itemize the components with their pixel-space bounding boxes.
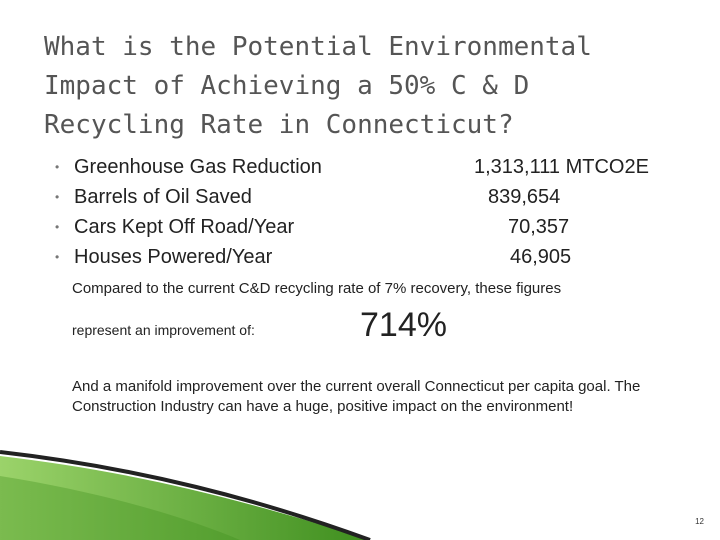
impact-value: 839,654: [488, 186, 561, 208]
page-number: 12: [695, 517, 704, 526]
slide-title: What is the Potential Environmental Impa…: [44, 28, 694, 145]
bullet-icon: •: [55, 190, 60, 204]
list-item: • Houses Powered/Year: [55, 242, 375, 272]
impact-value: 1,313,111 MTCO2E: [474, 156, 649, 178]
bullet-icon: •: [55, 250, 60, 264]
comparison-text: Compared to the current C&D recycling ra…: [72, 280, 562, 297]
list-item: • Cars Kept Off Road/Year: [55, 212, 375, 242]
title-line-3: Recycling Rate in Connecticut?: [44, 110, 514, 140]
improvement-value: 714%: [360, 306, 447, 344]
impact-value: 70,357: [508, 216, 570, 238]
impact-label: Greenhouse Gas Reduction: [74, 156, 322, 178]
impact-values: 1,313,111 MTCO2E 839,654 70,357 46,905: [468, 152, 688, 272]
impact-label: Cars Kept Off Road/Year: [74, 216, 295, 238]
title-line-1: What is the Potential Environmental: [44, 32, 592, 62]
impact-label: Barrels of Oil Saved: [74, 186, 252, 208]
impact-list: • Greenhouse Gas Reduction • Barrels of Oi…: [55, 152, 375, 272]
manifold-text: And a manifold improvement over the curr…: [72, 378, 641, 415]
bullet-icon: •: [55, 220, 60, 234]
list-item: • Greenhouse Gas Reduction: [55, 152, 375, 182]
title-line-2: Impact of Achieving a 50% C & D: [44, 71, 530, 101]
list-item: • Barrels of Oil Saved: [55, 182, 375, 212]
impact-value: 46,905: [510, 246, 572, 268]
bullet-icon: •: [55, 160, 60, 174]
impact-label: Houses Powered/Year: [74, 246, 273, 268]
represent-text: represent an improvement of:: [72, 322, 255, 338]
